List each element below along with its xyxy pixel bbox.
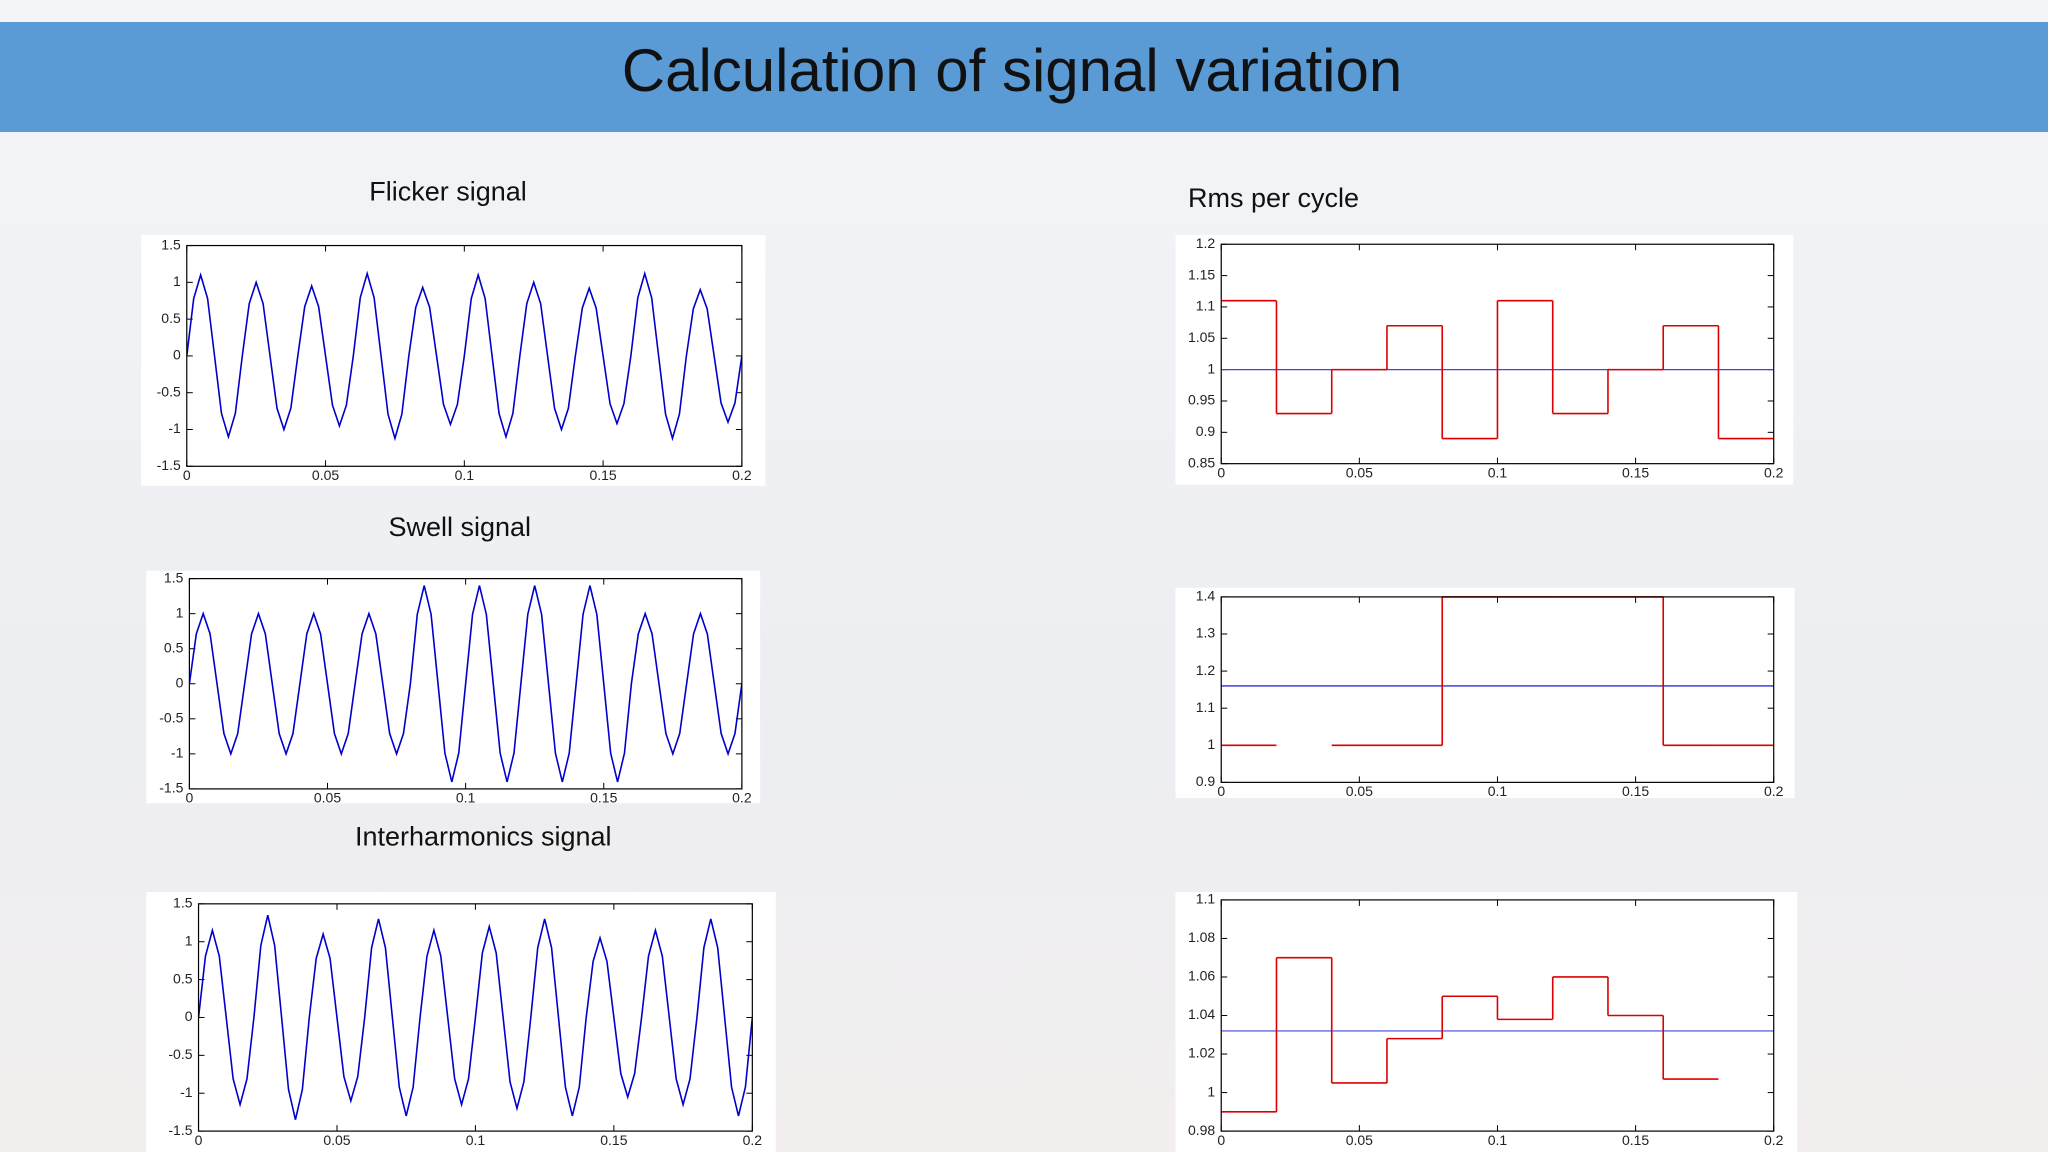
y-tick-label: 1.08 [1188, 929, 1215, 945]
x-tick-label: 0.05 [323, 1132, 350, 1148]
x-tick-label: 0.05 [1346, 464, 1373, 480]
x-tick-label: 0 [185, 790, 193, 806]
x-tick-label: 0.1 [455, 467, 475, 483]
y-tick-label: 1 [176, 604, 184, 620]
y-tick-label: 1.02 [1188, 1045, 1215, 1061]
y-tick-label: 0.9 [1196, 773, 1216, 789]
x-tick-label: 0.15 [1622, 464, 1649, 480]
y-tick-label: -1 [180, 1084, 193, 1100]
chart-title: Interharmonics signal [355, 822, 612, 852]
slide-title: Calculation of signal variation [622, 37, 1402, 104]
y-tick-label: 1.2 [1196, 235, 1216, 251]
y-tick-label: 0.5 [161, 310, 181, 326]
signal-line [186, 270, 742, 442]
x-tick-label: 0.1 [466, 1132, 486, 1148]
y-tick-label: 0.95 [1188, 392, 1215, 408]
y-tick-label: -0.5 [168, 1046, 192, 1062]
y-tick-label: -1.5 [159, 780, 183, 796]
y-tick-label: 1.5 [161, 236, 181, 252]
y-tick-label: -1.5 [157, 457, 181, 473]
chart-panel [1175, 235, 1794, 485]
plot-data [198, 915, 753, 1120]
y-tick-label: -1 [168, 420, 181, 436]
x-tick-label: 0.2 [1764, 1132, 1784, 1148]
signal-line [189, 585, 742, 783]
x-tick-label: 0.1 [1488, 464, 1508, 480]
y-tick-label: 1.04 [1188, 1006, 1215, 1022]
plot-data [1221, 956, 1774, 1113]
y-tick-label: 1.1 [1196, 298, 1216, 314]
y-tick-label: 1 [1207, 1083, 1215, 1099]
y-tick-label: 1.3 [1196, 625, 1216, 641]
plot-data [189, 585, 742, 783]
x-tick-label: 0.05 [1346, 1132, 1373, 1148]
y-tick-label: -1 [171, 745, 184, 761]
x-tick-label: 0.15 [600, 1132, 627, 1148]
x-tick-label: 0.2 [732, 467, 752, 483]
plot-frame [188, 578, 743, 790]
y-tick-label: 1.1 [1196, 699, 1216, 715]
x-tick-label: 0.05 [314, 790, 341, 806]
y-tick-label: 0.9 [1196, 423, 1216, 439]
y-tick-label: -0.5 [157, 383, 181, 399]
y-tick-label: 1.2 [1196, 662, 1216, 678]
y-tick-label: 0.5 [164, 639, 184, 655]
y-tick-label: -1.5 [168, 1122, 192, 1138]
x-tick-label: 0.2 [743, 1132, 763, 1148]
y-tick-label: 1 [173, 273, 181, 289]
chart-title: Swell signal [388, 512, 531, 542]
x-tick-label: 0.1 [456, 790, 476, 806]
chart-panel [1175, 587, 1795, 799]
chart-panel [141, 235, 766, 486]
x-tick-label: 0.1 [1488, 783, 1508, 799]
y-tick-label: 1.05 [1188, 329, 1215, 345]
chart-panel [146, 892, 776, 1152]
x-tick-label: 0.05 [1346, 783, 1373, 799]
x-tick-label: 0.15 [1622, 783, 1649, 799]
title-band [0, 22, 2048, 132]
plot-frame [186, 244, 743, 467]
x-tick-label: 0.05 [312, 467, 339, 483]
plot-frame [1220, 243, 1775, 465]
y-tick-label: 1.1 [1196, 891, 1216, 907]
y-tick-label: 1.06 [1188, 968, 1215, 984]
x-tick-label: 0.2 [1764, 464, 1784, 480]
y-tick-label: 1 [185, 932, 193, 948]
y-tick-label: 0 [173, 347, 181, 363]
chart-panel [146, 570, 761, 804]
x-tick-label: 0 [195, 1132, 203, 1148]
x-tick-label: 0.2 [1764, 783, 1784, 799]
plot-data [1221, 299, 1774, 440]
chart-title: Rms per cycle [1188, 183, 1359, 213]
y-tick-label: 1.5 [164, 569, 184, 585]
x-tick-label: 0.2 [732, 790, 752, 806]
y-tick-label: 0.85 [1188, 454, 1215, 470]
chart-title: Flicker signal [369, 176, 527, 206]
y-tick-label: -0.5 [159, 710, 183, 726]
signal-line [198, 915, 753, 1120]
y-tick-label: 1.15 [1188, 266, 1215, 282]
x-tick-label: 0 [1217, 464, 1225, 480]
y-tick-label: 1.4 [1196, 588, 1216, 604]
plot-frame [1220, 596, 1775, 783]
y-tick-label: 0 [176, 674, 184, 690]
y-tick-label: 0.5 [173, 970, 193, 986]
x-tick-label: 0.1 [1488, 1132, 1508, 1148]
y-tick-label: 1.5 [173, 895, 193, 911]
x-tick-label: 0.15 [1622, 1132, 1649, 1148]
x-tick-label: 0.15 [589, 467, 616, 483]
x-tick-label: 0 [1217, 783, 1225, 799]
y-tick-label: 0.98 [1188, 1122, 1215, 1138]
x-tick-label: 0 [183, 467, 191, 483]
y-tick-label: 0 [185, 1008, 193, 1024]
y-tick-label: 1 [1207, 360, 1215, 376]
chart-panel [1175, 892, 1798, 1152]
x-tick-label: 0.15 [590, 790, 617, 806]
y-tick-label: 1 [1207, 736, 1215, 752]
x-tick-label: 0 [1217, 1132, 1225, 1148]
plot-frame [197, 903, 753, 1132]
plot-data [186, 270, 742, 442]
plot-frame [1220, 899, 1775, 1132]
